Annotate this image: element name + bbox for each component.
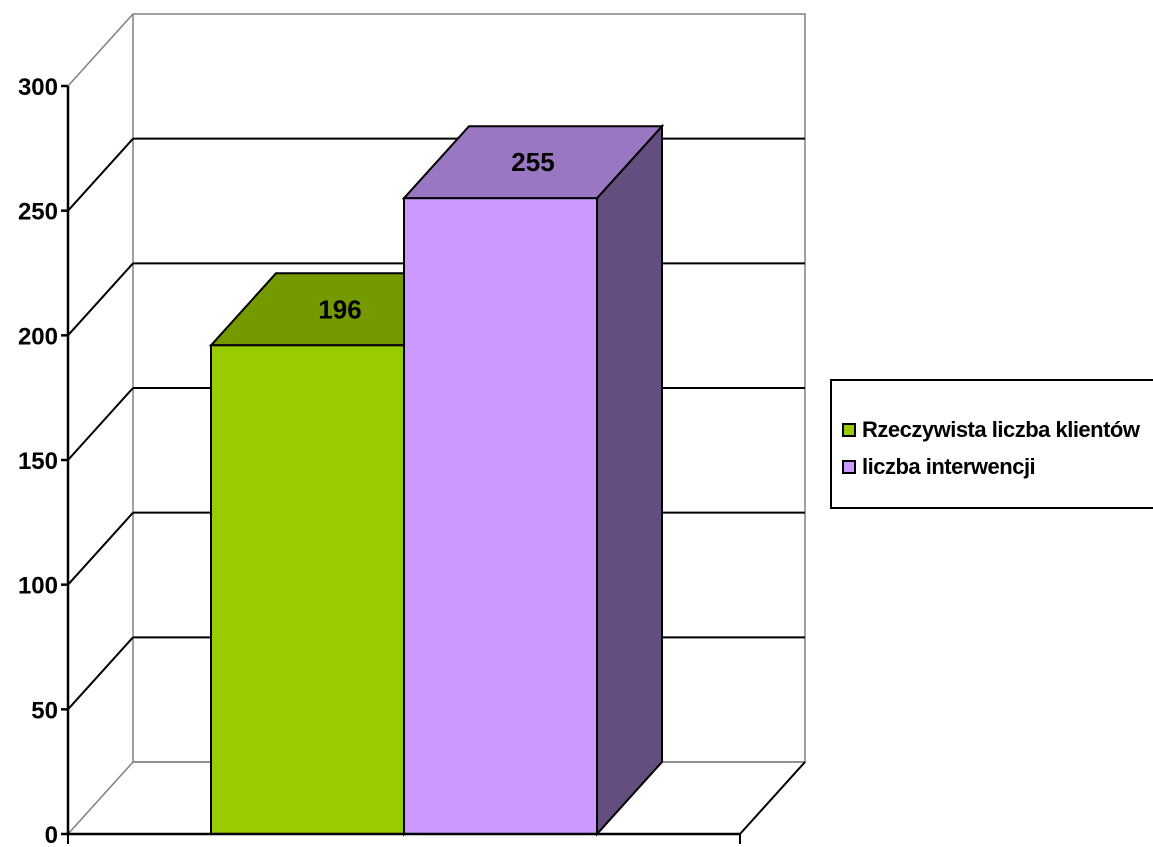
y-tick-label-200: 200: [18, 323, 58, 350]
bar-1: [210, 344, 405, 835]
y-tick-labels: 0 50 100 150 200 250 300: [18, 74, 68, 847]
y-tick-label-150: 150: [18, 448, 58, 475]
gridline-side-250: [67, 137, 134, 212]
y-tick-label-0: 0: [45, 822, 58, 847]
gridline-side-100: [67, 511, 134, 586]
y-tick-label-250: 250: [18, 199, 58, 226]
legend-label-series-2: liczba interwencji: [862, 454, 1036, 479]
y-tick-label-100: 100: [18, 573, 58, 600]
bar-2: [403, 197, 598, 835]
floor-right-edge: [739, 761, 806, 835]
legend-swatch-series-1: [842, 423, 856, 437]
bars: 196 255: [208, 123, 665, 837]
y-tick-label-50: 50: [31, 697, 58, 724]
y-tick-label-300: 300: [18, 74, 58, 101]
side-wall-top-edge: [67, 13, 134, 87]
legend-item-series-1: Rzeczywista liczba klientów: [842, 415, 1140, 445]
bar-side-2: [596, 123, 663, 837]
legend-item-series-2: liczba interwencji: [842, 452, 1036, 482]
legend-label-series-1: Rzeczywista liczba klientów: [862, 417, 1140, 442]
gridline-side-200: [67, 262, 134, 337]
data-label-1: 196: [318, 294, 361, 324]
legend: Rzeczywista liczba klientów liczba inter…: [830, 379, 1153, 509]
legend-swatch-series-2: [842, 460, 856, 474]
gridline-side-50: [67, 636, 134, 711]
data-label-2: 255: [511, 147, 554, 177]
gridline-side-150: [67, 387, 134, 461]
